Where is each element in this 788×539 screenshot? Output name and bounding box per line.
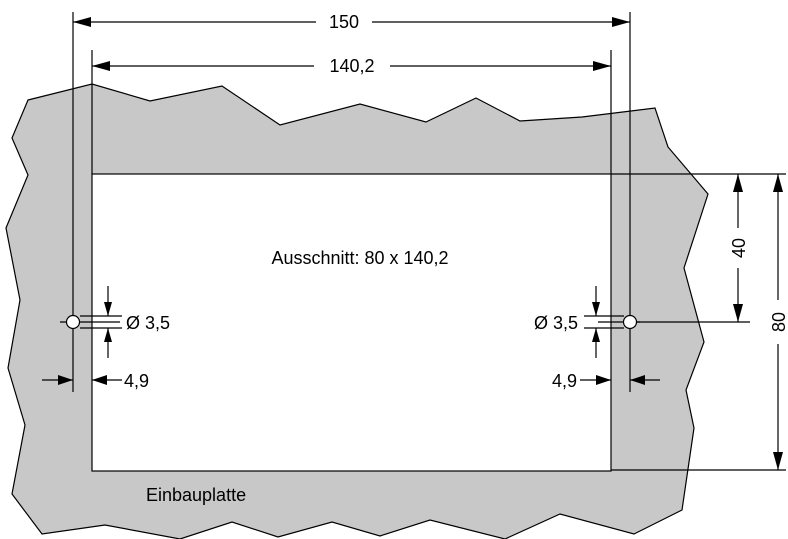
plate-label: Einbauplatte: [146, 485, 246, 505]
arrow-cutout-left: [92, 61, 110, 71]
edge-left-arrow-inner: [92, 375, 107, 385]
dim-hole-diameter-right: Ø 3,5: [534, 313, 578, 333]
dim-cutout-height: 80: [769, 312, 788, 332]
cutout-label: Ausschnitt: 80 x 140,2: [271, 248, 448, 268]
dim-hole-diameter-left: Ø 3,5: [126, 313, 170, 333]
cutout-area: [91, 173, 612, 472]
dim-overall-width: 150: [329, 12, 359, 32]
arrow-hole-height-bottom: [733, 304, 743, 322]
arrow-cutout-right: [593, 61, 611, 71]
dim-hole-height: 40: [729, 238, 749, 258]
edge-right-arrow-inner: [596, 375, 611, 385]
mounting-hole-right: [622, 314, 638, 330]
dim-cutout-width: 140,2: [329, 56, 374, 76]
arrow-overall-right: [612, 17, 630, 27]
hole-left-arrow-top: [104, 302, 112, 316]
dim-edge-offset-left: 4,9: [124, 371, 149, 391]
label-mask-cutout-width: [314, 54, 390, 78]
arrow-cutout-height-top: [773, 174, 783, 192]
arrow-overall-left: [73, 17, 91, 27]
arrow-hole-height-top: [733, 174, 743, 192]
label-mask-cutout-height: [766, 300, 788, 344]
label-mask-hole-height: [726, 228, 750, 268]
hole-left-arrow-bottom: [104, 328, 112, 342]
arrow-cutout-height-bottom: [773, 452, 783, 470]
dim-edge-offset-right: 4,9: [552, 371, 577, 391]
hole-right-arrow-bottom: [592, 328, 600, 342]
edge-left-arrow-outer: [58, 375, 73, 385]
label-mask-overall: [316, 10, 372, 34]
hole-right-arrow-top: [592, 302, 600, 316]
edge-right-arrow-outer: [630, 375, 645, 385]
mounting-hole-left: [65, 314, 81, 330]
